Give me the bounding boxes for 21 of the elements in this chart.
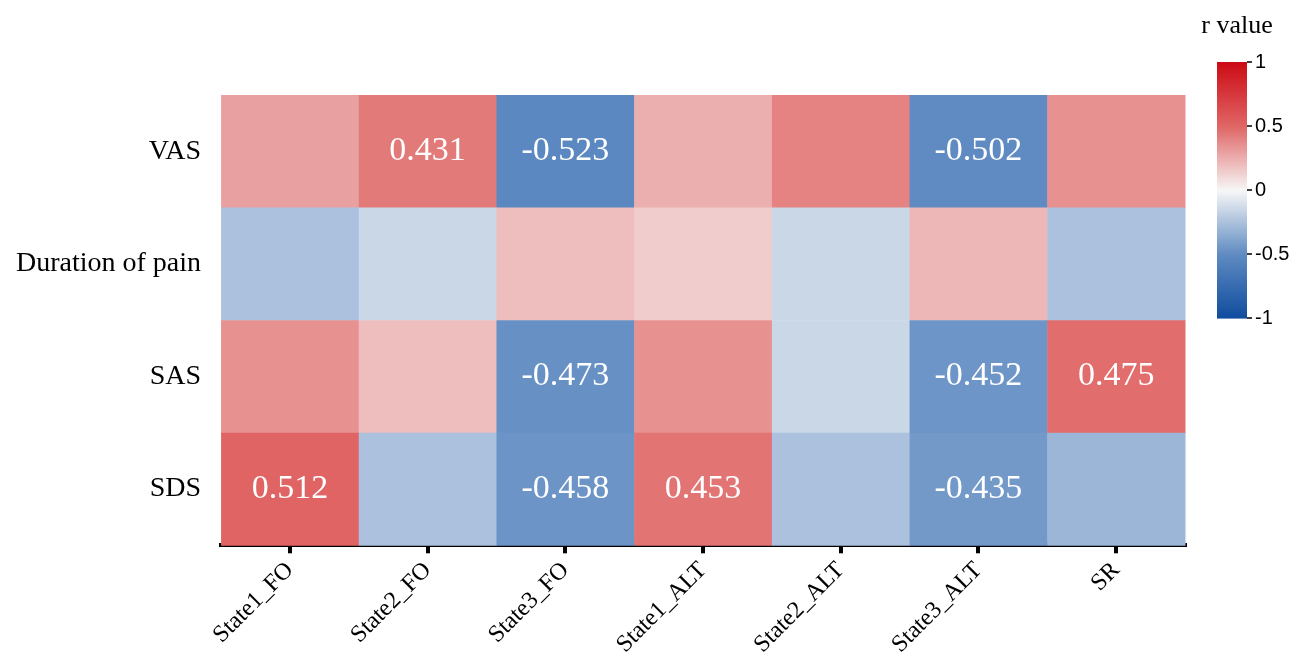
data-label: -0.523 (521, 130, 610, 168)
color-bar-label: 0.5 (1255, 113, 1283, 136)
color-bar-label: -0.5 (1255, 241, 1290, 264)
color-bar-label: 1 (1255, 49, 1267, 72)
y-tick-label: SAS (149, 358, 202, 390)
color-bar-label: 0 (1255, 177, 1267, 200)
data-label: -0.435 (934, 467, 1023, 505)
data-label: -0.452 (934, 355, 1023, 393)
data-label: -0.502 (934, 130, 1023, 168)
data-label: 0.431 (389, 130, 466, 168)
data-label: -0.473 (521, 355, 610, 393)
x-tick-label: SR (1084, 556, 1125, 596)
data-label: 0.512 (251, 467, 329, 505)
data-label: 0.453 (664, 467, 742, 505)
data-label: -0.458 (521, 467, 610, 505)
color-bar-label: -1 (1255, 305, 1273, 328)
y-tick-label: SDS (149, 471, 202, 503)
data-label: 0.475 (1077, 355, 1155, 393)
color-bar-title: r value (1201, 9, 1273, 39)
y-tick-label: Duration of pain (16, 246, 202, 278)
y-tick-label: VAS (148, 133, 202, 165)
